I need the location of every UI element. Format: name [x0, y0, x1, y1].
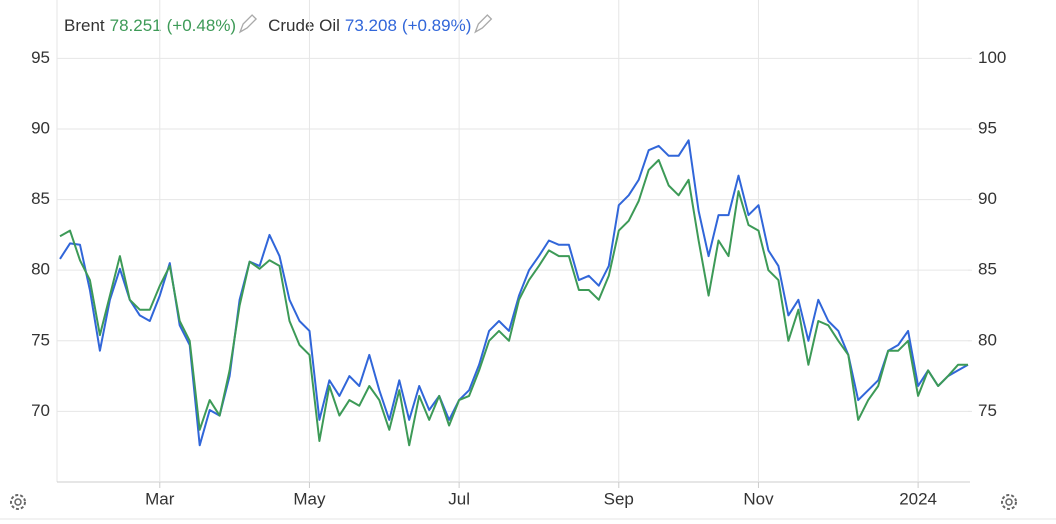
legend: Brent 78.251 (+0.48%) Crude Oil 73.208 (+0.89…	[64, 14, 493, 35]
legend-entry: Brent 78.251 (+0.48%)	[64, 16, 236, 35]
x-tick-label: Nov	[743, 489, 774, 508]
y2-tick-label: 95	[978, 118, 997, 137]
y-tick-label: 70	[31, 401, 50, 420]
legend-last: 73.208	[345, 16, 397, 35]
legend-change: (+0.89%)	[402, 16, 471, 35]
x-tick-label: Jul	[448, 489, 470, 508]
y-tick-label: 90	[31, 118, 50, 137]
y2-tick-label: 75	[978, 401, 997, 420]
y-tick-label: 95	[31, 48, 50, 67]
series-line	[59, 139, 969, 447]
y2-tick-label: 90	[978, 189, 997, 208]
legend-name: Brent	[64, 16, 105, 35]
legend-change: (+0.48%)	[167, 16, 236, 35]
x-tick-label: 2024	[899, 489, 937, 508]
legend-entry: Crude Oil 73.208 (+0.89%)	[268, 16, 471, 35]
settings-left[interactable]	[10, 494, 26, 510]
edit-icon[interactable]	[474, 14, 493, 34]
settings-right[interactable]	[1001, 494, 1017, 510]
gear-hub[interactable]	[14, 498, 22, 506]
x-tick-label: May	[293, 489, 326, 508]
y2-tick-label: 85	[978, 260, 997, 279]
y-tick-label: 85	[31, 189, 50, 208]
y-tick-label: 80	[31, 260, 50, 279]
y-tick-label: 75	[31, 330, 50, 349]
x-tick-label: Mar	[145, 489, 175, 508]
series-line	[59, 159, 968, 447]
x-tick-label: Sep	[604, 489, 634, 508]
gear-icon[interactable]	[10, 494, 26, 510]
y2-tick-label: 80	[978, 330, 997, 349]
edit-icon[interactable]	[238, 14, 258, 34]
gear-icon[interactable]	[1001, 494, 1017, 510]
legend-last: 78.251	[110, 16, 162, 35]
y2-tick-label: 100	[978, 48, 1006, 67]
gear-hub[interactable]	[1005, 498, 1013, 506]
legend-name: Crude Oil	[268, 16, 340, 35]
